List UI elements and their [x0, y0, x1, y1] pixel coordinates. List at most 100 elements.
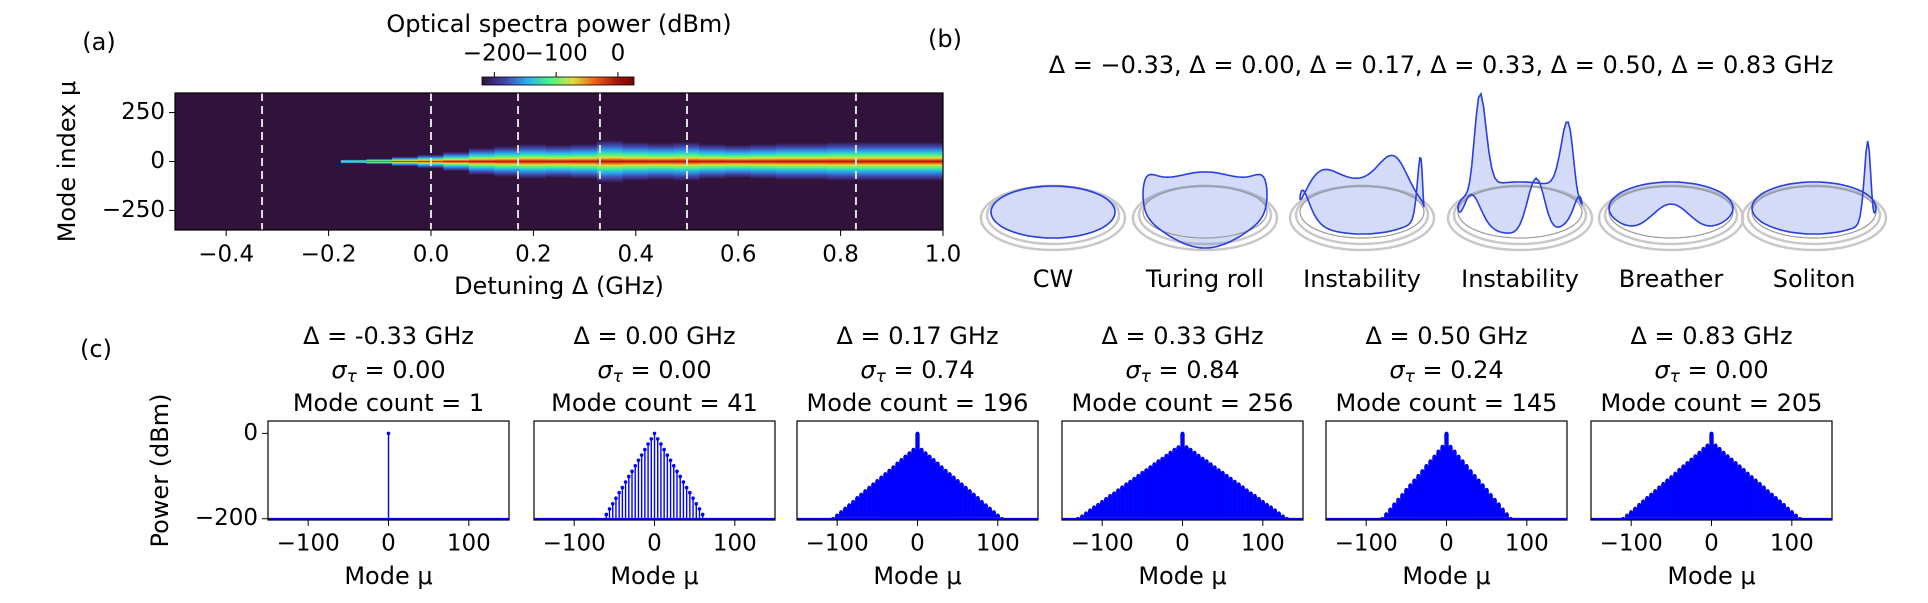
stem-head [1669, 475, 1674, 479]
stem-head [652, 431, 657, 436]
stem-head [971, 492, 976, 497]
sigma-subscript: τ [1670, 367, 1681, 387]
stem-head [867, 485, 872, 490]
stem-head [851, 499, 856, 504]
x-tick-label: −100 [1335, 531, 1398, 557]
noise-floor [1326, 517, 1567, 520]
stem-head [1456, 454, 1461, 459]
field-profile [1608, 181, 1734, 227]
x-tick-label: 0 [1704, 531, 1719, 557]
stem-head [639, 453, 644, 457]
stem-head [614, 496, 618, 501]
ring-diagram [1740, 140, 1888, 252]
stem-head [1232, 479, 1237, 484]
mode-count: Mode count = 1 [293, 389, 484, 417]
stem-head [1786, 506, 1790, 511]
state-label: Instability [1461, 265, 1579, 293]
stem-head [1261, 499, 1265, 504]
stem-head [955, 478, 960, 483]
stem-head [1633, 506, 1637, 511]
stem-head [935, 461, 940, 466]
sigma-line: στ = 0.00 [597, 356, 711, 387]
stem-head [1476, 478, 1481, 483]
panel-label: (c) [80, 335, 112, 363]
stem-head [1396, 497, 1401, 502]
stem-head [915, 431, 920, 436]
noise-floor [268, 517, 509, 520]
stem-head [1212, 465, 1217, 469]
colorbar-tick-label: −100 [525, 41, 588, 67]
stem-head [1444, 431, 1449, 436]
stem-head [681, 480, 686, 484]
stem-head [1116, 488, 1121, 492]
panel-title: Δ = -0.33 GHz [303, 322, 474, 350]
x-tick-label: 0.2 [515, 242, 552, 268]
stem-head [1653, 489, 1658, 493]
noise-floor [797, 517, 1038, 520]
stem-head [1468, 469, 1473, 473]
field-profile [1751, 140, 1877, 235]
stem-head [626, 474, 631, 479]
stem-head [931, 458, 936, 462]
field-area [1143, 171, 1267, 248]
stem-head [1388, 507, 1393, 512]
sigma-symbol: σ [597, 356, 613, 384]
stem-head [847, 503, 852, 507]
colorbar [481, 76, 635, 86]
stem-head [959, 482, 964, 486]
stem-head [1200, 456, 1205, 461]
ring-diagram [1597, 181, 1745, 252]
x-tick-label: −0.4 [198, 242, 254, 268]
stem-head [1424, 464, 1429, 468]
stem-head [636, 458, 641, 463]
stem-head [927, 454, 932, 459]
stem-head [1452, 449, 1457, 454]
x-tick-label: −0.2 [301, 242, 357, 268]
stem-head [963, 485, 968, 490]
state-label: Breather [1619, 265, 1724, 293]
stem-head [1681, 464, 1686, 469]
stem-head [1112, 491, 1117, 495]
stem-head [1204, 459, 1209, 463]
stem-head [1637, 502, 1641, 507]
stem-head [1180, 431, 1185, 436]
spectrum-column [852, 141, 880, 182]
sigma-value: = 0.00 [1680, 356, 1769, 384]
x-tick-label: 0 [1439, 531, 1454, 557]
stem-head [951, 475, 956, 480]
sigma-symbol: σ [1389, 356, 1405, 384]
stem-head [1693, 454, 1698, 458]
x-tick-label: 100 [1505, 531, 1549, 557]
stem-head [1228, 476, 1233, 481]
x-tick-label: 100 [976, 531, 1020, 557]
stem-head [1685, 461, 1690, 465]
stem-head [1216, 468, 1221, 472]
spectrum-column [545, 144, 573, 179]
sigma-line: στ = 0.24 [1389, 356, 1503, 387]
stem-head [1737, 464, 1742, 469]
stem-head [633, 464, 638, 468]
stem-head [1645, 496, 1650, 500]
stem-head [899, 458, 904, 462]
stem-head [668, 458, 673, 463]
stem-head [863, 489, 868, 493]
stem-head [1464, 464, 1469, 468]
stem-head [662, 447, 666, 452]
field-area [991, 186, 1115, 238]
stem-head [1440, 444, 1445, 449]
panel-label: (b) [928, 25, 962, 53]
ring-base [1142, 185, 1268, 239]
stem-head [875, 478, 880, 483]
ring-diagram [1288, 154, 1436, 252]
x-axis-label: Mode μ [1402, 562, 1490, 590]
x-axis-label: Mode μ [610, 562, 698, 590]
stem-head [1144, 468, 1149, 472]
sigma-line: στ = 0.00 [331, 356, 445, 387]
stem-head [1172, 447, 1177, 452]
field-area [1300, 155, 1424, 234]
stem-head [1777, 499, 1782, 504]
stem-head [887, 468, 892, 473]
sigma-subscript: τ [1141, 367, 1152, 387]
ring-diagram [1131, 171, 1279, 252]
